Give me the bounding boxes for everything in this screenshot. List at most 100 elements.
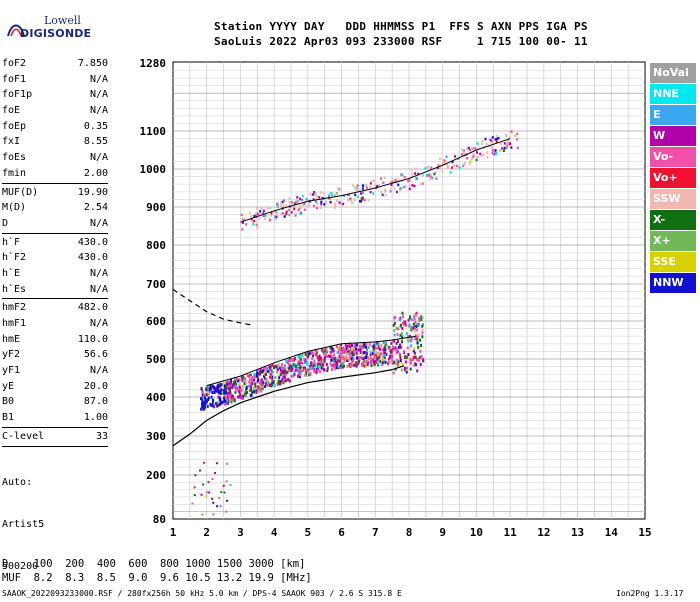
echo-point bbox=[249, 388, 252, 392]
echo-point bbox=[232, 395, 235, 399]
param-row: h`F 430.0 bbox=[2, 235, 108, 251]
echo-point bbox=[283, 371, 286, 375]
separator bbox=[2, 232, 108, 234]
echo-point bbox=[260, 207, 263, 210]
echo-point bbox=[421, 335, 424, 339]
param-row: h`F2 430.0 bbox=[2, 250, 108, 266]
echo-point bbox=[303, 361, 306, 365]
echo-point bbox=[280, 371, 283, 375]
echo-point bbox=[326, 352, 329, 356]
echo-point bbox=[507, 139, 510, 143]
echo-point bbox=[276, 202, 279, 206]
echo-point bbox=[308, 203, 311, 207]
echo-point bbox=[413, 347, 416, 351]
echo-point bbox=[238, 395, 241, 399]
echo-point bbox=[408, 184, 411, 187]
echo-point bbox=[414, 313, 417, 317]
echo-point bbox=[341, 347, 344, 351]
echo-point bbox=[334, 367, 337, 371]
param-name: D bbox=[2, 217, 9, 229]
echo-point bbox=[356, 343, 359, 347]
echo-point bbox=[228, 389, 231, 393]
echo-point bbox=[399, 356, 402, 360]
echo-point bbox=[299, 206, 302, 210]
echo-point bbox=[303, 366, 306, 370]
echo-point bbox=[212, 405, 215, 409]
echo-point bbox=[449, 171, 452, 174]
echo-point bbox=[283, 199, 286, 202]
echo-point bbox=[297, 374, 300, 378]
echo-point bbox=[418, 318, 421, 322]
echo-point bbox=[326, 351, 329, 355]
echo-point bbox=[234, 390, 237, 394]
echo-point bbox=[259, 371, 262, 375]
echo-point bbox=[245, 387, 248, 391]
echo-point bbox=[476, 151, 479, 154]
echo-point bbox=[252, 223, 255, 226]
echo-point bbox=[241, 394, 244, 398]
echo-point bbox=[331, 367, 334, 371]
echo-point bbox=[404, 360, 407, 364]
echo-point bbox=[412, 315, 415, 319]
echo-point bbox=[409, 357, 412, 361]
echo-point bbox=[360, 363, 363, 367]
echo-point bbox=[220, 383, 223, 387]
echo-point bbox=[419, 363, 422, 367]
echo-point bbox=[376, 184, 379, 188]
echo-point bbox=[393, 360, 396, 364]
echo-point bbox=[280, 201, 283, 205]
echo-point bbox=[417, 333, 420, 337]
echo-point bbox=[349, 343, 352, 347]
echo-point bbox=[516, 138, 519, 141]
echo-point bbox=[347, 349, 350, 353]
echo-point bbox=[268, 383, 271, 387]
digisonde-logo-mark bbox=[7, 24, 25, 37]
echo-point bbox=[261, 386, 264, 390]
echo-point bbox=[280, 369, 283, 373]
param-name: fmin bbox=[2, 167, 27, 179]
echo-point bbox=[204, 401, 207, 405]
param-row: M(D) 2.54 bbox=[2, 200, 108, 216]
echo-point bbox=[294, 365, 297, 369]
echo-point bbox=[381, 193, 384, 197]
echo-point bbox=[318, 196, 321, 199]
echo-point bbox=[401, 321, 404, 325]
y-tick-label: 900 bbox=[146, 201, 166, 214]
echo-point bbox=[339, 202, 342, 206]
echo-point bbox=[363, 342, 366, 346]
echo-point bbox=[294, 368, 297, 372]
echo-point bbox=[416, 337, 419, 341]
echo-point bbox=[274, 218, 277, 221]
param-row: hmF2 482.0 bbox=[2, 300, 108, 316]
echo-point bbox=[391, 347, 394, 351]
echo-point bbox=[348, 352, 351, 356]
echo-point bbox=[266, 367, 269, 371]
echo-point bbox=[427, 173, 430, 177]
echo-point bbox=[281, 200, 284, 204]
echo-point bbox=[420, 315, 423, 319]
echo-point bbox=[357, 348, 360, 352]
echo-point bbox=[355, 188, 358, 192]
echo-point bbox=[258, 390, 261, 394]
echo-point bbox=[326, 369, 329, 373]
echo-point bbox=[350, 199, 353, 202]
echo-point bbox=[379, 347, 382, 351]
echo-point bbox=[336, 357, 339, 361]
echo-point bbox=[395, 190, 398, 194]
echo-point bbox=[201, 403, 204, 407]
echo-point bbox=[307, 369, 310, 373]
echo-point bbox=[422, 323, 425, 327]
echo-point bbox=[313, 190, 316, 194]
echo-point bbox=[259, 212, 262, 216]
echo-point bbox=[217, 389, 220, 393]
echo-point bbox=[354, 193, 357, 197]
echo-point bbox=[284, 367, 287, 371]
echo-point bbox=[274, 375, 277, 379]
y-tick-label: 1280 bbox=[140, 57, 167, 70]
echo-point bbox=[439, 166, 442, 170]
echo-point bbox=[373, 179, 376, 183]
echo-point bbox=[306, 361, 309, 365]
echo-point bbox=[348, 363, 351, 367]
echo-point bbox=[354, 347, 357, 351]
echo-point bbox=[271, 370, 274, 374]
